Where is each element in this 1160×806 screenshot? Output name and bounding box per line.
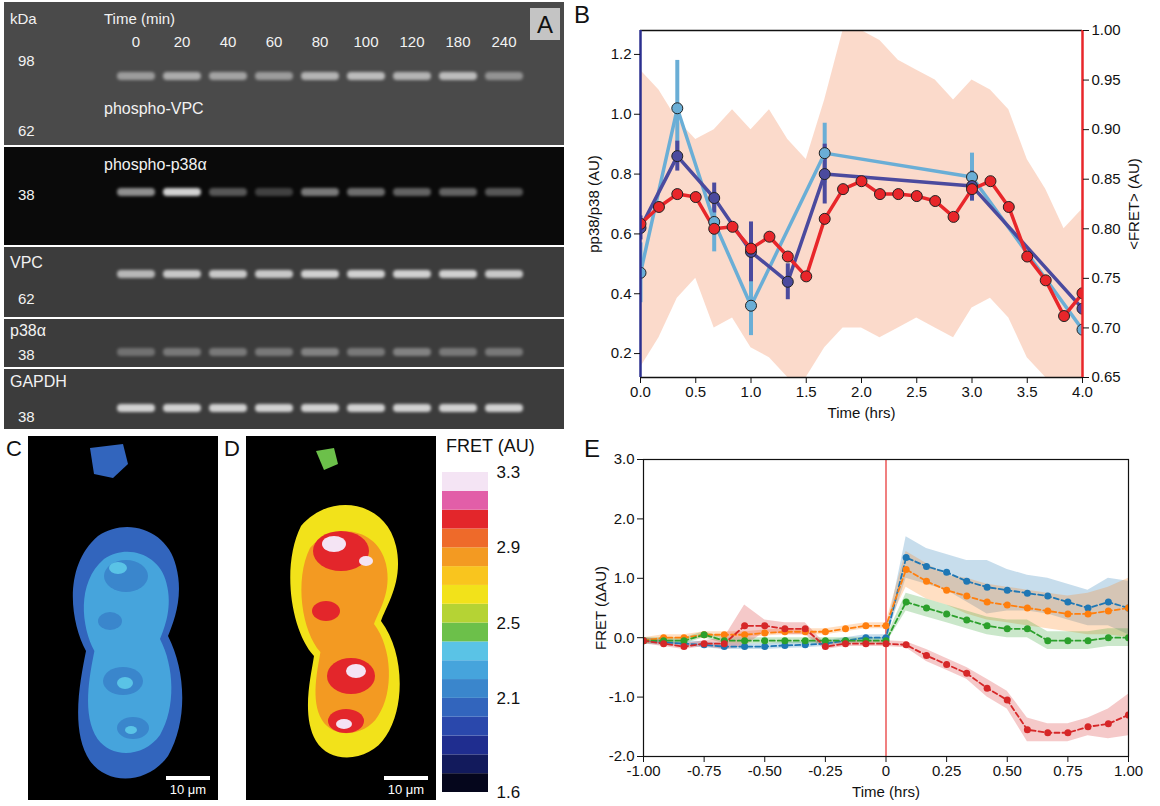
svg-text:0.65: 0.65 xyxy=(1092,368,1121,385)
svg-text:pp38/p38 (AU): pp38/p38 (AU) xyxy=(585,155,602,253)
svg-text:0.5: 0.5 xyxy=(685,383,706,400)
svg-text:0.75: 0.75 xyxy=(1092,269,1121,286)
svg-text:-0.75: -0.75 xyxy=(687,762,721,779)
svg-text:0.8: 0.8 xyxy=(611,165,632,182)
svg-text:-0.25: -0.25 xyxy=(808,762,842,779)
svg-text:<FRET> (AU): <FRET> (AU) xyxy=(1125,158,1142,250)
svg-text:60: 60 xyxy=(266,33,283,50)
svg-text:240: 240 xyxy=(491,33,516,50)
svg-text:1.00: 1.00 xyxy=(1114,762,1143,779)
svg-text:1.0: 1.0 xyxy=(741,383,762,400)
svg-text:0: 0 xyxy=(882,762,890,779)
svg-text:3.0: 3.0 xyxy=(962,383,983,400)
svg-text:62: 62 xyxy=(18,122,35,139)
svg-text:62: 62 xyxy=(18,290,35,307)
svg-text:80: 80 xyxy=(312,33,329,50)
html-text:FRET (AU): FRET (AU) xyxy=(446,436,535,456)
svg-text:0.90: 0.90 xyxy=(1092,120,1121,137)
html-text:B: B xyxy=(574,1,590,28)
svg-text:98: 98 xyxy=(18,52,35,69)
svg-text:4.0: 4.0 xyxy=(1072,383,1093,400)
svg-text:2.5: 2.5 xyxy=(497,614,521,633)
svg-text:0.2: 0.2 xyxy=(611,344,632,361)
svg-text:kDa: kDa xyxy=(10,10,37,27)
svg-text:180: 180 xyxy=(445,33,470,50)
svg-text:-1.0: -1.0 xyxy=(609,688,635,705)
svg-text:Time (min): Time (min) xyxy=(104,10,175,27)
svg-text:2.5: 2.5 xyxy=(906,383,927,400)
svg-text:GAPDH: GAPDH xyxy=(10,373,67,390)
svg-text:phospho-VPC: phospho-VPC xyxy=(104,100,204,117)
svg-text:Time (hrs): Time (hrs) xyxy=(828,404,896,421)
svg-text:38: 38 xyxy=(18,408,35,425)
svg-text:10 μm: 10 μm xyxy=(170,782,206,797)
svg-text:2.0: 2.0 xyxy=(614,510,635,527)
svg-text:-1.00: -1.00 xyxy=(626,762,660,779)
svg-text:0.75: 0.75 xyxy=(1053,762,1082,779)
svg-text:0: 0 xyxy=(132,33,140,50)
svg-text:2.9: 2.9 xyxy=(497,538,521,557)
svg-text:1.00: 1.00 xyxy=(1092,21,1121,38)
svg-text:0.50: 0.50 xyxy=(993,762,1022,779)
svg-text:A: A xyxy=(537,11,553,38)
svg-text:VPC: VPC xyxy=(10,254,43,271)
svg-text:100: 100 xyxy=(353,33,378,50)
svg-text:0.0: 0.0 xyxy=(630,383,651,400)
svg-text:0.25: 0.25 xyxy=(932,762,961,779)
svg-text:3.0: 3.0 xyxy=(614,450,635,467)
svg-text:-0.50: -0.50 xyxy=(748,762,782,779)
html-text:E: E xyxy=(584,435,600,462)
svg-text:1.6: 1.6 xyxy=(497,783,521,802)
svg-text:0.6: 0.6 xyxy=(611,225,632,242)
svg-text:-2.0: -2.0 xyxy=(609,747,635,764)
svg-text:0.70: 0.70 xyxy=(1092,319,1121,336)
svg-text:C: C xyxy=(6,436,22,461)
svg-text:0.0: 0.0 xyxy=(614,629,635,646)
svg-text:3.5: 3.5 xyxy=(1017,383,1038,400)
svg-text:1.5: 1.5 xyxy=(796,383,817,400)
svg-text:38: 38 xyxy=(18,186,35,203)
svg-text:phospho-p38α: phospho-p38α xyxy=(104,156,207,173)
svg-text:38: 38 xyxy=(18,346,35,363)
svg-text:20: 20 xyxy=(174,33,191,50)
svg-text:0.4: 0.4 xyxy=(611,285,632,302)
svg-text:FRET (ΔAU): FRET (ΔAU) xyxy=(592,566,609,650)
svg-text:10 μm: 10 μm xyxy=(388,782,424,797)
svg-text:0.95: 0.95 xyxy=(1092,71,1121,88)
svg-text:3.3: 3.3 xyxy=(497,463,521,482)
svg-text:1.0: 1.0 xyxy=(614,569,635,586)
svg-text:1.2: 1.2 xyxy=(611,45,632,62)
svg-text:D: D xyxy=(224,436,240,461)
svg-text:120: 120 xyxy=(399,33,424,50)
svg-text:0.80: 0.80 xyxy=(1092,220,1121,237)
svg-text:Time (hrs): Time (hrs) xyxy=(852,783,920,800)
svg-text:2.1: 2.1 xyxy=(497,689,521,708)
svg-text:1.0: 1.0 xyxy=(611,105,632,122)
svg-text:0.85: 0.85 xyxy=(1092,170,1121,187)
svg-text:p38α: p38α xyxy=(10,322,46,339)
svg-text:40: 40 xyxy=(220,33,237,50)
svg-text:2.0: 2.0 xyxy=(851,383,872,400)
